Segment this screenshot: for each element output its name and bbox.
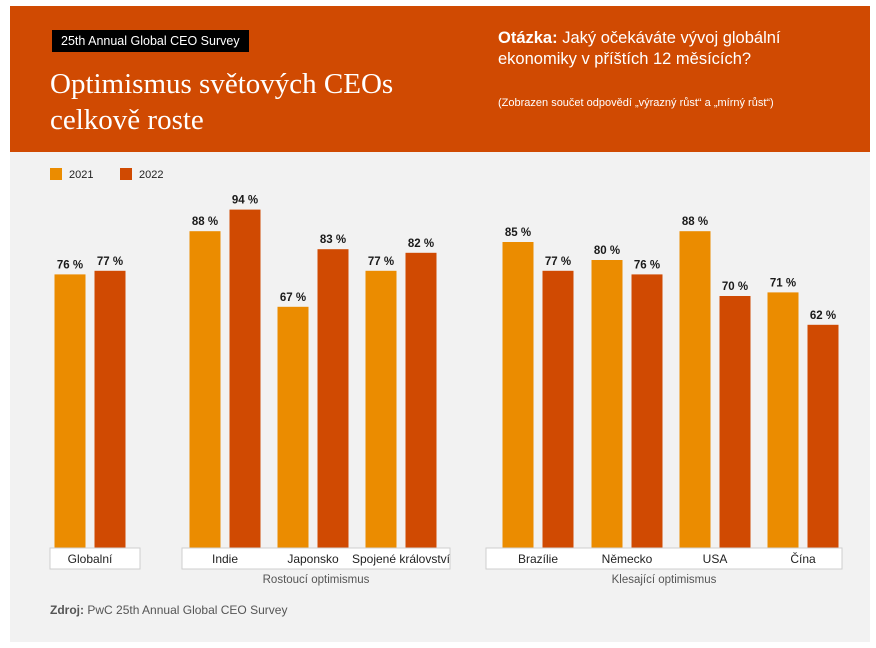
bar-brazilie-2021 [502, 242, 534, 548]
category-label-nemecko: Německo [602, 552, 653, 566]
survey-tag: 25th Annual Global CEO Survey [52, 30, 249, 52]
group-label-rostouci-optimismus: Rostoucí optimismus [263, 574, 370, 586]
category-label-indie: Indie [212, 552, 238, 566]
value-label-cina-2022: 62 % [810, 310, 836, 322]
page-title: Optimismus světových CEOs celkově roste [50, 66, 450, 138]
bar-spojene-kralovstvi-2022 [405, 252, 437, 549]
value-label-japonsko-2022: 83 % [320, 234, 346, 246]
axis-box-globalni [49, 547, 141, 570]
bar-indie-2021 [189, 231, 221, 548]
value-label-nemecko-2021: 80 % [594, 245, 620, 257]
bar-cina-2021 [767, 292, 799, 548]
category-label-cina: Čína [790, 551, 816, 566]
bar-usa-2021 [679, 231, 711, 548]
group-label-klesajici-optimismus: Klesající optimismus [612, 574, 717, 586]
value-label-cina-2021: 71 % [770, 277, 796, 289]
legend-item-2022: 2022 [120, 167, 163, 183]
bar-usa-2022 [719, 296, 751, 548]
bar-nemecko-2021 [591, 260, 623, 548]
header-banner: 25th Annual Global CEO Survey Optimismus… [10, 6, 870, 152]
category-label-japonsko: Japonsko [287, 552, 339, 566]
value-label-spojene-kralovstvi-2021: 77 % [368, 256, 394, 268]
question: Otázka: Jaký očekáváte vývoj globální ek… [498, 28, 858, 70]
bar-nemecko-2022 [631, 274, 663, 548]
bar-globalni-2022 [94, 270, 126, 548]
value-label-nemecko-2022: 76 % [634, 259, 660, 271]
source-note: Zdroj: PwC 25th Annual Global CEO Survey [50, 603, 287, 617]
bar-spojene-kralovstvi-2021 [365, 270, 397, 548]
category-label-spojene-kralovstvi: Spojené království [352, 552, 451, 566]
value-label-usa-2022: 70 % [722, 281, 748, 293]
bar-chart: 76 % 77 % 88 % 94 % 67 % 83 % 77 % 82 % 85 % 77 %… [49, 195, 843, 586]
value-label-japonsko-2021: 67 % [280, 292, 306, 304]
question-note: (Zobrazen součet odpovědí „výrazný růst“… [498, 97, 774, 109]
axis-box-klesajici-optimismus [485, 547, 843, 570]
question-text: Jaký očekáváte vývoj globální ekonomiky … [498, 29, 781, 68]
source-text: PwC 25th Annual Global CEO Survey [87, 603, 288, 617]
bar-globalni-2021 [54, 274, 86, 548]
source-label: Zdroj: [50, 603, 84, 617]
legend-label-2021: 2021 [69, 169, 94, 181]
value-label-globalni-2021: 76 % [57, 259, 83, 271]
legend-swatch-2021 [50, 168, 62, 180]
value-label-globalni-2022: 77 % [97, 256, 123, 268]
bar-japonsko-2021 [277, 306, 309, 548]
legend-label-2022: 2022 [139, 169, 164, 181]
legend-swatch-2022 [120, 168, 132, 180]
category-label-usa: USA [703, 552, 728, 566]
value-label-indie-2021: 88 % [192, 216, 218, 228]
bar-cina-2022 [807, 324, 839, 548]
value-label-brazilie-2022: 77 % [545, 256, 571, 268]
value-label-brazilie-2021: 85 % [505, 227, 531, 239]
legend-item-2021: 2021 [50, 167, 93, 183]
axis-box-rostouci-optimismus [181, 547, 451, 570]
category-label-globalni: Globalní [68, 552, 113, 566]
infographic: 25th Annual Global CEO Survey Optimismus… [10, 6, 870, 642]
title-line-2: celkově roste [50, 104, 204, 136]
category-label-brazilie: Brazílie [518, 552, 558, 566]
value-label-indie-2022: 94 % [232, 195, 258, 207]
bar-brazilie-2022 [542, 270, 574, 548]
bar-japonsko-2022 [317, 249, 349, 548]
bar-indie-2022 [229, 209, 261, 548]
title-line-1: Optimismus světových CEOs [50, 68, 394, 100]
value-label-usa-2021: 88 % [682, 216, 708, 228]
question-label: Otázka: [498, 29, 558, 47]
value-label-spojene-kralovstvi-2022: 82 % [408, 238, 434, 250]
